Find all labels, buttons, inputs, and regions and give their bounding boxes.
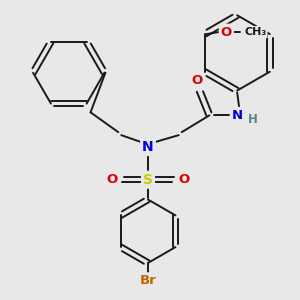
Text: CH₃: CH₃ <box>244 27 266 37</box>
Text: H: H <box>248 113 258 126</box>
Text: N: N <box>142 140 154 154</box>
Text: O: O <box>178 173 189 186</box>
Text: S: S <box>143 173 153 187</box>
Text: N: N <box>232 109 243 122</box>
Text: O: O <box>191 74 202 87</box>
Text: Br: Br <box>140 274 156 287</box>
Text: O: O <box>107 173 118 186</box>
Text: O: O <box>221 26 232 39</box>
